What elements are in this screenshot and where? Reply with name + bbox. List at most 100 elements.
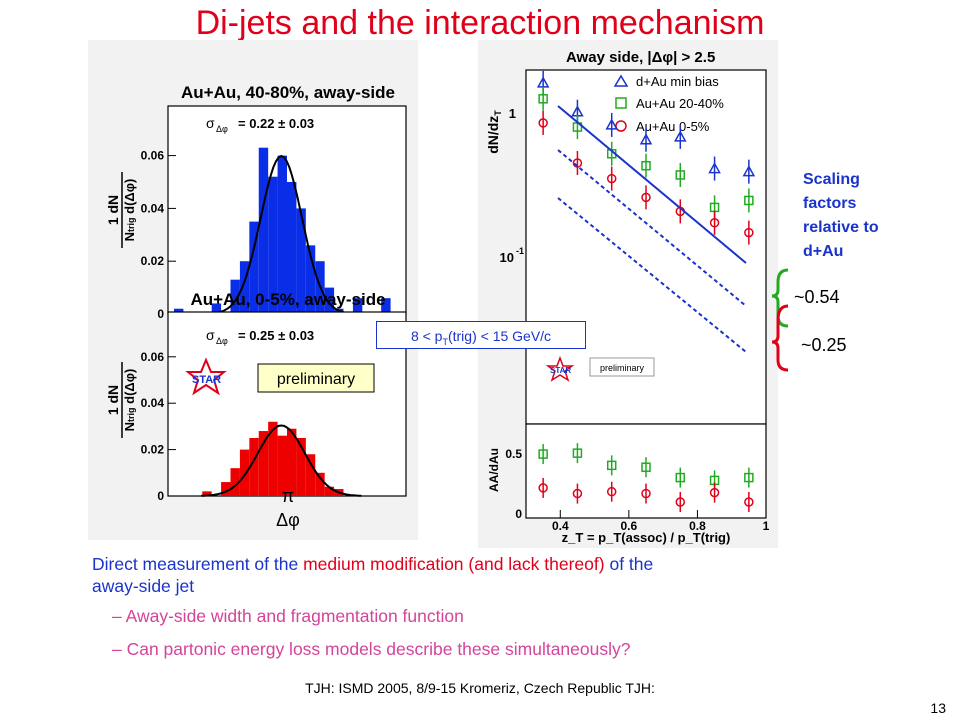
preliminary-box-left (257, 363, 375, 393)
top-sigma-value: = 0.22 ± 0.03 (238, 116, 314, 131)
top-hist-fit-curve (201, 154, 362, 315)
trigger-range-text: 8 < pT(trig) < 15 GeV/c (410, 328, 552, 347)
data-point-circle (709, 487, 720, 498)
data-point-square (538, 94, 548, 104)
legend-marker-dau (613, 74, 629, 87)
hist-bar (287, 428, 297, 496)
hist-bar (258, 147, 269, 314)
y-tick-label: 0.04 (141, 201, 165, 215)
data-point-triangle (674, 130, 687, 142)
legend-label-auau05: Au+Au 0-5% (636, 119, 710, 134)
svg-text:Ntrig d(Δφ): Ntrig d(Δφ) (122, 179, 137, 242)
y-tick-label: 0 (157, 307, 164, 321)
hist-bar (230, 279, 240, 314)
data-point-circle (606, 486, 617, 497)
right-top-y-label: dN/dzT (485, 110, 503, 154)
hist-bar (277, 155, 287, 314)
page-number: 13 (930, 700, 946, 716)
data-point-square (572, 448, 583, 458)
hist-bar (287, 182, 297, 314)
left-histograms: Au+Au, 40-80%, away-side 0.06 0.04 0.02 0 σ… (88, 40, 418, 540)
svg-text:1 dN: 1 dN (105, 385, 121, 415)
legend-marker-auau2040 (615, 97, 627, 109)
hist-bar (324, 287, 335, 314)
hist-bar (305, 454, 316, 496)
hist-bar (202, 491, 212, 496)
bottom-hist-header: Au+Au, 0-5%, away-side (190, 290, 385, 309)
x-tick-label: 1 (763, 519, 770, 533)
right-bottom-y-label: AA/dAu (487, 448, 501, 492)
data-point-circle (538, 483, 548, 493)
bottom-hist-y-ticks: 0.06 0.04 0.02 0 (141, 350, 176, 503)
top-hist-y-ticks: 0.06 0.04 0.02 0 (141, 149, 176, 321)
footer: TJH: ISMD 2005, 8/9-15 Kromeriz, Czech R… (305, 680, 655, 696)
y-tick-10: 10 (500, 250, 514, 265)
data-point-circle (606, 173, 617, 184)
top-sigma-sub: Δφ (216, 124, 228, 134)
bottom-x-tick-pi: π (282, 486, 294, 506)
data-point-circle (641, 192, 651, 203)
legend-marker-auau05 (615, 120, 627, 132)
data-point-square (675, 472, 686, 483)
bottom-sigma-symbol: σ (206, 327, 215, 343)
hist-bar (174, 308, 184, 314)
hist-bar (268, 176, 278, 314)
svg-text:STAR: STAR (192, 374, 221, 386)
bottom-x-label: Δφ (276, 510, 300, 530)
data-point-square (538, 449, 548, 459)
hist-bar (239, 449, 250, 496)
data-point-triangle (742, 165, 756, 177)
data-point-circle (744, 497, 754, 507)
data-point-circle (641, 488, 651, 499)
svg-text:1 dN: 1 dN (105, 195, 121, 225)
hist-bar (305, 245, 316, 314)
data-point-circle (572, 158, 583, 168)
hist-bar (249, 438, 259, 496)
y-tick-1: 1 (509, 106, 516, 121)
hist-bar (249, 221, 259, 314)
legend-label-auau2040: Au+Au 20-40% (636, 96, 724, 111)
top-y-axis-label: 1 dN Ntrig d(Δφ) (105, 172, 137, 248)
trigger-range-box: 8 < pT(trig) < 15 GeV/c (376, 321, 586, 349)
right-x-ticks: 0.4 0.6 0.8 1 (552, 510, 770, 533)
data-point-square (641, 160, 651, 171)
y-tick-label: 0.02 (141, 443, 165, 457)
y-tick-label: 0.04 (141, 396, 165, 410)
data-point-square (744, 195, 754, 206)
data-point-square (641, 462, 651, 472)
hist-bar (268, 421, 278, 496)
hist-bar (381, 298, 391, 314)
scaling-value-2: ~0.25 (801, 335, 847, 355)
fit-line-dau (557, 105, 747, 264)
right-bottom-series (538, 443, 754, 513)
x-tick-label: 0.8 (689, 519, 706, 533)
fit-line-auau2040 (557, 149, 747, 307)
y-tick-label: 0.06 (141, 350, 165, 364)
right-plot: Away side, |Δφ| > 2.5 dN/dzT AA/dAu 1 10… (478, 40, 778, 548)
bullet-1: – Away-side width and fragmentation func… (112, 606, 464, 626)
hist-bar (221, 482, 231, 496)
y-tick-0: 0 (515, 507, 522, 521)
bottom-y-axis-label: 1 dN Ntrig d(Δφ) (105, 362, 137, 438)
fit-line-auau05 (557, 197, 747, 353)
bottom-hist-fit-curve (201, 424, 362, 497)
data-point-circle (572, 488, 583, 499)
x-tick-label: 0.4 (552, 519, 569, 533)
data-point-triangle (708, 162, 721, 174)
scaling-braces (771, 268, 789, 372)
y-tick-05: 0.5 (505, 447, 522, 461)
data-point-circle (675, 497, 686, 507)
hist-bar (277, 435, 287, 496)
hist-bar (239, 261, 250, 314)
hist-bar (296, 208, 306, 314)
data-point-triangle (605, 118, 618, 130)
preliminary-label-left: preliminary (277, 371, 355, 388)
svg-text:Ntrig d(Δφ): Ntrig d(Δφ) (122, 369, 137, 432)
hist-bar (352, 298, 363, 314)
top-hist-header: Au+Au, 40-80%, away-side (181, 83, 395, 102)
y-tick-label: 0.06 (141, 149, 165, 163)
legend-label-dau: d+Au min bias (636, 74, 719, 89)
hist-bar (258, 431, 269, 496)
scaling-value-1: ~0.54 (794, 287, 840, 307)
slide-title: Di-jets and the interaction mechanism (195, 4, 765, 42)
